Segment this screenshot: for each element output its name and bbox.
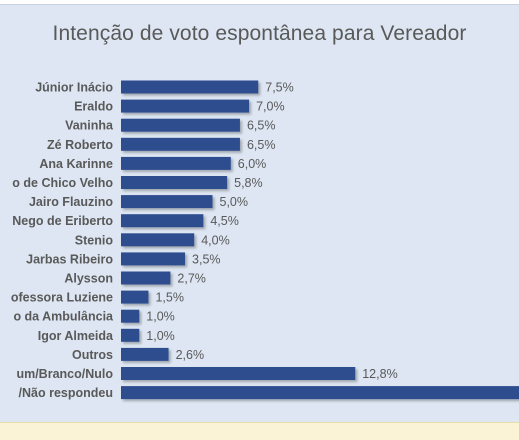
category-label: Outros [72, 348, 113, 362]
data-label: 1,5% [155, 291, 184, 305]
bar [121, 386, 519, 400]
data-label: 7,5% [265, 81, 294, 95]
bar [121, 328, 140, 342]
bar [121, 309, 140, 323]
bar [121, 195, 213, 209]
data-label: 3,5% [192, 252, 221, 266]
data-label: 6,0% [238, 157, 266, 171]
bar [121, 214, 204, 228]
bar [121, 99, 250, 113]
category-label: o de Chico Velho [12, 176, 113, 190]
category-label: Eraldo [74, 100, 113, 114]
category-label: Ana Karinne [39, 157, 113, 171]
category-label: Alysson [64, 272, 113, 286]
chart-title: Intenção de voto espontânea para Vereado… [52, 22, 467, 45]
bar [121, 80, 259, 94]
category-label: o da Ambulância [13, 310, 114, 324]
data-label: 2,6% [176, 348, 205, 362]
bar [121, 290, 149, 304]
data-label: 4,5% [210, 214, 239, 228]
bar [121, 367, 356, 380]
category-label: Igor Almeida [38, 329, 114, 343]
bar [121, 156, 231, 170]
bar [121, 137, 240, 151]
bar [121, 347, 169, 361]
bottom-band [0, 422, 519, 440]
chart-panel [0, 4, 519, 423]
category-label: Júnior Inácio [35, 81, 113, 95]
category-label: Jarbas Ribeiro [26, 252, 113, 266]
data-label: 6,5% [247, 138, 276, 152]
bar [121, 252, 186, 266]
data-label: 1,0% [146, 310, 175, 324]
bar [121, 118, 240, 132]
bars-group [121, 80, 519, 400]
category-label: Zé Roberto [47, 138, 113, 152]
data-label: 5,8% [234, 176, 263, 190]
category-label: ofessora Luziene [11, 291, 113, 305]
bar [121, 233, 195, 247]
data-label: 7,0% [256, 100, 285, 114]
value-labels-group: 7,5% 7,0% 6,5% 6,5% 6,0% 5,8% 5,0% 4,5% 4,0% 3,5%… [146, 81, 397, 382]
data-label: 6,5% [247, 119, 276, 133]
category-label: um/Branco/Nulo [16, 367, 113, 381]
category-label: Nego de Eriberto [12, 214, 113, 228]
bar [121, 271, 171, 285]
data-label: 12,8% [362, 367, 397, 381]
category-label: Vaninha [65, 119, 114, 133]
data-label: 2,7% [177, 272, 206, 286]
data-label: 4,0% [201, 233, 230, 247]
bar [121, 176, 228, 189]
category-label: /Não respondeu [19, 386, 113, 400]
data-label: 1,0% [146, 329, 175, 343]
category-label: Stenio [75, 233, 114, 247]
data-label: 5,0% [220, 195, 249, 209]
category-labels-group: Júnior Inácio Eraldo Vaninha Zé Roberto Ana … [11, 81, 114, 401]
category-label: Jairo Flauzino [29, 195, 113, 209]
